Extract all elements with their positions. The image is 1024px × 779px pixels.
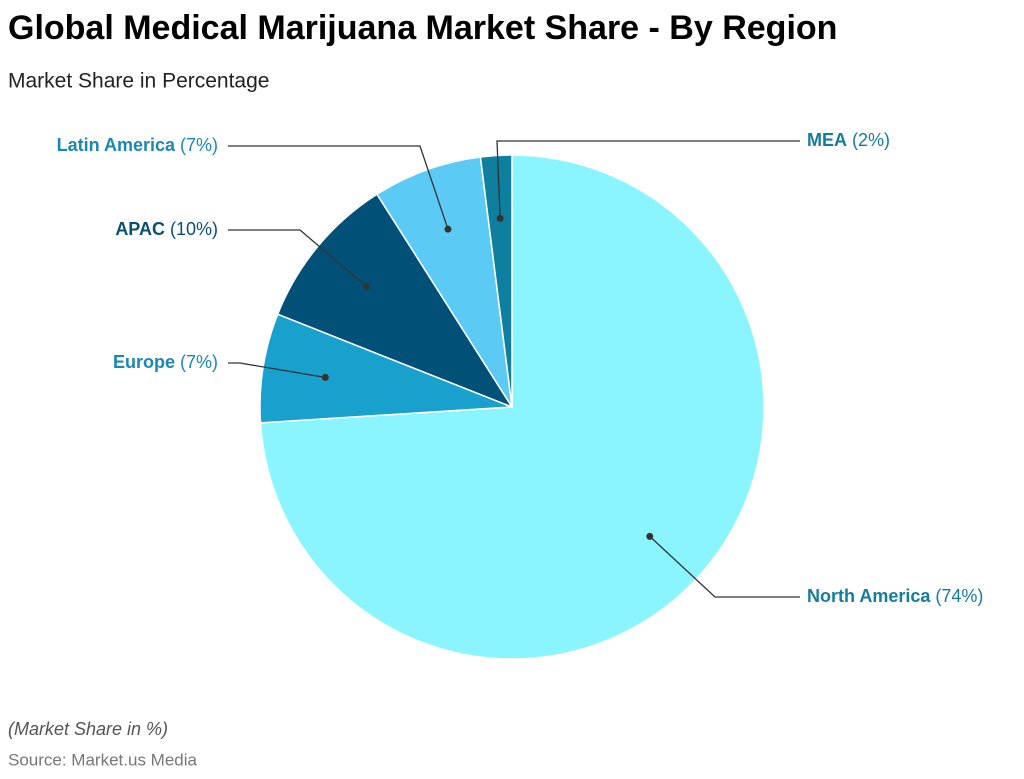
label-value: (10%) bbox=[170, 219, 218, 239]
label-name: APAC bbox=[115, 219, 165, 239]
label-name: Europe bbox=[113, 352, 175, 372]
label-value: (74%) bbox=[935, 586, 983, 606]
footnote: (Market Share in %) bbox=[8, 719, 168, 739]
source: Source: Market.us Media bbox=[8, 750, 198, 769]
pie-slice bbox=[259, 313, 513, 424]
data-label: Latin America (7%) bbox=[57, 135, 218, 155]
leader-dot bbox=[444, 225, 452, 233]
pie-slice bbox=[479, 154, 513, 408]
data-label: MEA (2%) bbox=[807, 130, 890, 150]
leader-line bbox=[649, 535, 800, 598]
leader-dot bbox=[646, 532, 654, 540]
leader-line bbox=[228, 145, 449, 230]
leader-line bbox=[228, 362, 326, 379]
pie-slice bbox=[276, 193, 514, 409]
label-name: MEA bbox=[807, 130, 847, 150]
leader-dot bbox=[362, 283, 370, 291]
chart-subtitle: Market Share in Percentage bbox=[8, 70, 269, 93]
leader-line bbox=[228, 229, 367, 288]
chart-title: Global Medical Marijuana Market Share - … bbox=[8, 9, 837, 47]
label-name: Latin America bbox=[57, 135, 176, 155]
label-value: (7%) bbox=[180, 135, 218, 155]
leader-dot bbox=[496, 214, 504, 222]
label-value: (7%) bbox=[180, 352, 218, 372]
data-label: North America (74%) bbox=[807, 586, 983, 606]
label-value: (2%) bbox=[852, 130, 890, 150]
leader-line bbox=[496, 140, 800, 219]
data-label: APAC (10%) bbox=[115, 219, 218, 239]
data-label: Europe (7%) bbox=[113, 352, 218, 372]
pie-slice bbox=[375, 156, 513, 408]
leader-dot bbox=[321, 373, 329, 381]
label-name: North America bbox=[807, 586, 931, 606]
